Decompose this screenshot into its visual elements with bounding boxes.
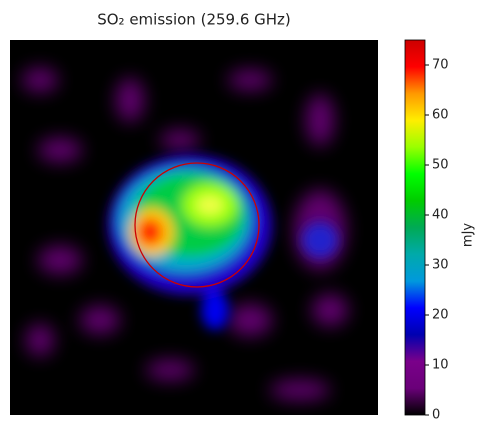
colorbar xyxy=(404,39,426,416)
colorbar-tick-label: 20 xyxy=(432,308,449,323)
chart-title: SO₂ emission (259.6 GHz) xyxy=(97,11,291,29)
colorbar-tick-label: 40 xyxy=(432,208,449,223)
colorbar-tick-label: 10 xyxy=(432,358,449,373)
colorbar-tick-label: 70 xyxy=(432,58,449,73)
colorbar-tick-label: 60 xyxy=(432,108,449,123)
image xyxy=(10,40,378,415)
colorbar-tick-label: 30 xyxy=(432,258,449,273)
colorbar-label: mJy xyxy=(461,223,476,247)
colorbar-tick-label: 50 xyxy=(432,158,449,173)
colorbar-tick-label: 0 xyxy=(432,408,440,423)
